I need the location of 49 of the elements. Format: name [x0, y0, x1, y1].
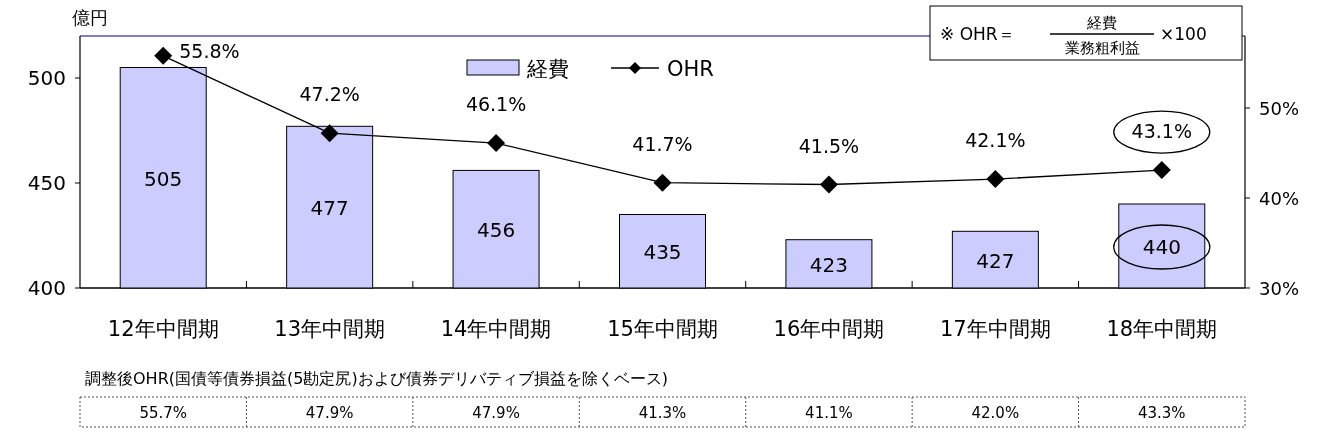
point — [154, 46, 173, 65]
data-label: 456 — [476, 218, 516, 243]
point — [653, 173, 672, 192]
data-label: 427 — [976, 248, 1015, 273]
y-tick-label: 500 — [27, 66, 66, 90]
data-label: 42.1% — [965, 129, 1026, 152]
text: 47.9% — [305, 404, 354, 422]
point — [819, 175, 838, 194]
y2-tick-label: 40% — [1259, 188, 1300, 209]
data-label: 46.1% — [465, 93, 527, 116]
y2-tick-label: 30% — [1259, 278, 1300, 299]
text: 47.9% — [472, 404, 520, 422]
x-tick-label: 13年中間期 — [274, 317, 386, 341]
data-label: 41.5% — [798, 134, 860, 157]
point — [320, 124, 339, 143]
x-tick-label: 17年中間期 — [939, 317, 1051, 341]
y-axis-title: 億円 — [72, 7, 108, 28]
legend-label: OHR — [667, 57, 714, 81]
x-tick-label: 14年中間期 — [440, 317, 552, 341]
text: 43.3% — [1137, 404, 1186, 422]
x-tick-label: 16年中間期 — [773, 317, 885, 341]
data-label: 47.2% — [299, 83, 360, 106]
x-tick-label: 15年中間期 — [607, 317, 718, 341]
y-tick-label: 400 — [27, 276, 66, 300]
x-tick-label: 18年中間期 — [1106, 317, 1218, 341]
text: 42.0% — [971, 404, 1020, 422]
data-label: 505 — [144, 166, 183, 191]
text: 41.1% — [805, 404, 853, 422]
text: 55.7% — [139, 404, 188, 422]
y-tick-label: 450 — [27, 171, 66, 195]
point — [1152, 161, 1171, 180]
text: 41.3% — [638, 404, 687, 422]
data-label: 435 — [643, 240, 682, 265]
annotation: ×100 — [1160, 24, 1207, 44]
annotation: 業務粗利益 — [1064, 39, 1140, 57]
legend-label: 経費 — [526, 57, 569, 81]
text: 調整後OHR(国債等債券損益(5勘定尻)および債券デリバティブ損益を除くベース) — [85, 369, 668, 388]
text: 経費 — [1086, 14, 1117, 32]
data-label: 477 — [310, 196, 349, 221]
data-label: 55.8% — [179, 39, 240, 62]
data-label: 41.7% — [632, 132, 693, 155]
data-label: 440 — [1142, 235, 1181, 259]
data-label: 43.1% — [1131, 120, 1192, 143]
point — [487, 134, 506, 153]
x-tick-label: 12年中間期 — [107, 317, 219, 341]
annotation: ※ OHR＝ — [940, 24, 1015, 44]
point — [986, 170, 1005, 189]
data-label: 423 — [809, 252, 849, 277]
y2-tick-label: 50% — [1259, 98, 1300, 119]
